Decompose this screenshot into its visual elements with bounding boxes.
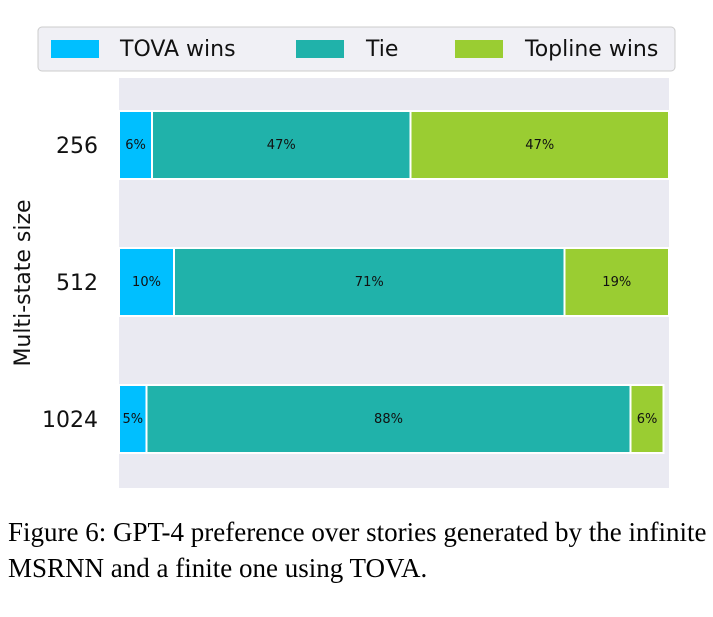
data-label-tova-256: 6% [125,138,146,153]
legend-label-tie: Tie [365,37,398,62]
bar-tova-512 [118,247,175,317]
legend-label-tova: TOVA wins [119,37,236,62]
y-axis-title: Multi-state size [11,199,36,366]
data-label-topline-512: 19% [602,275,631,290]
data-label-topline-1024: 6% [637,412,658,427]
y-tick-256: 256 [56,134,98,159]
data-label-tie-512: 71% [355,275,384,290]
bar-topline-256 [409,110,670,180]
bar-topline-512 [563,247,670,317]
bar-tie-512 [173,247,566,317]
bar-topline-1024 [629,384,665,454]
figure-caption: Figure 6: GPT-4 preference over stories … [8,517,707,583]
bars: 6% 47% 47% 10% 71% 19% 5% 88% 6% [118,110,670,454]
legend-swatch-tie [296,40,344,58]
data-label-tova-512: 10% [132,275,161,290]
legend-swatch-topline [455,40,503,58]
legend-label-topline: Topline wins [524,37,658,62]
data-label-tie-1024: 88% [374,412,403,427]
legend-swatch-tova [51,40,99,58]
chart: TOVA wins Tie Topline wins Multi-state s… [11,26,676,488]
data-label-topline-256: 47% [525,138,554,153]
bar-tie-1024 [145,384,632,454]
y-tick-labels: 256 512 1024 [42,134,98,433]
legend-box [37,26,676,72]
y-tick-1024: 1024 [42,408,98,433]
y-tick-512: 512 [56,271,98,296]
legend: TOVA wins Tie Topline wins [37,26,676,72]
bar-tova-256 [118,110,153,180]
data-label-tie-256: 47% [267,138,296,153]
data-label-tova-1024: 5% [122,412,143,427]
